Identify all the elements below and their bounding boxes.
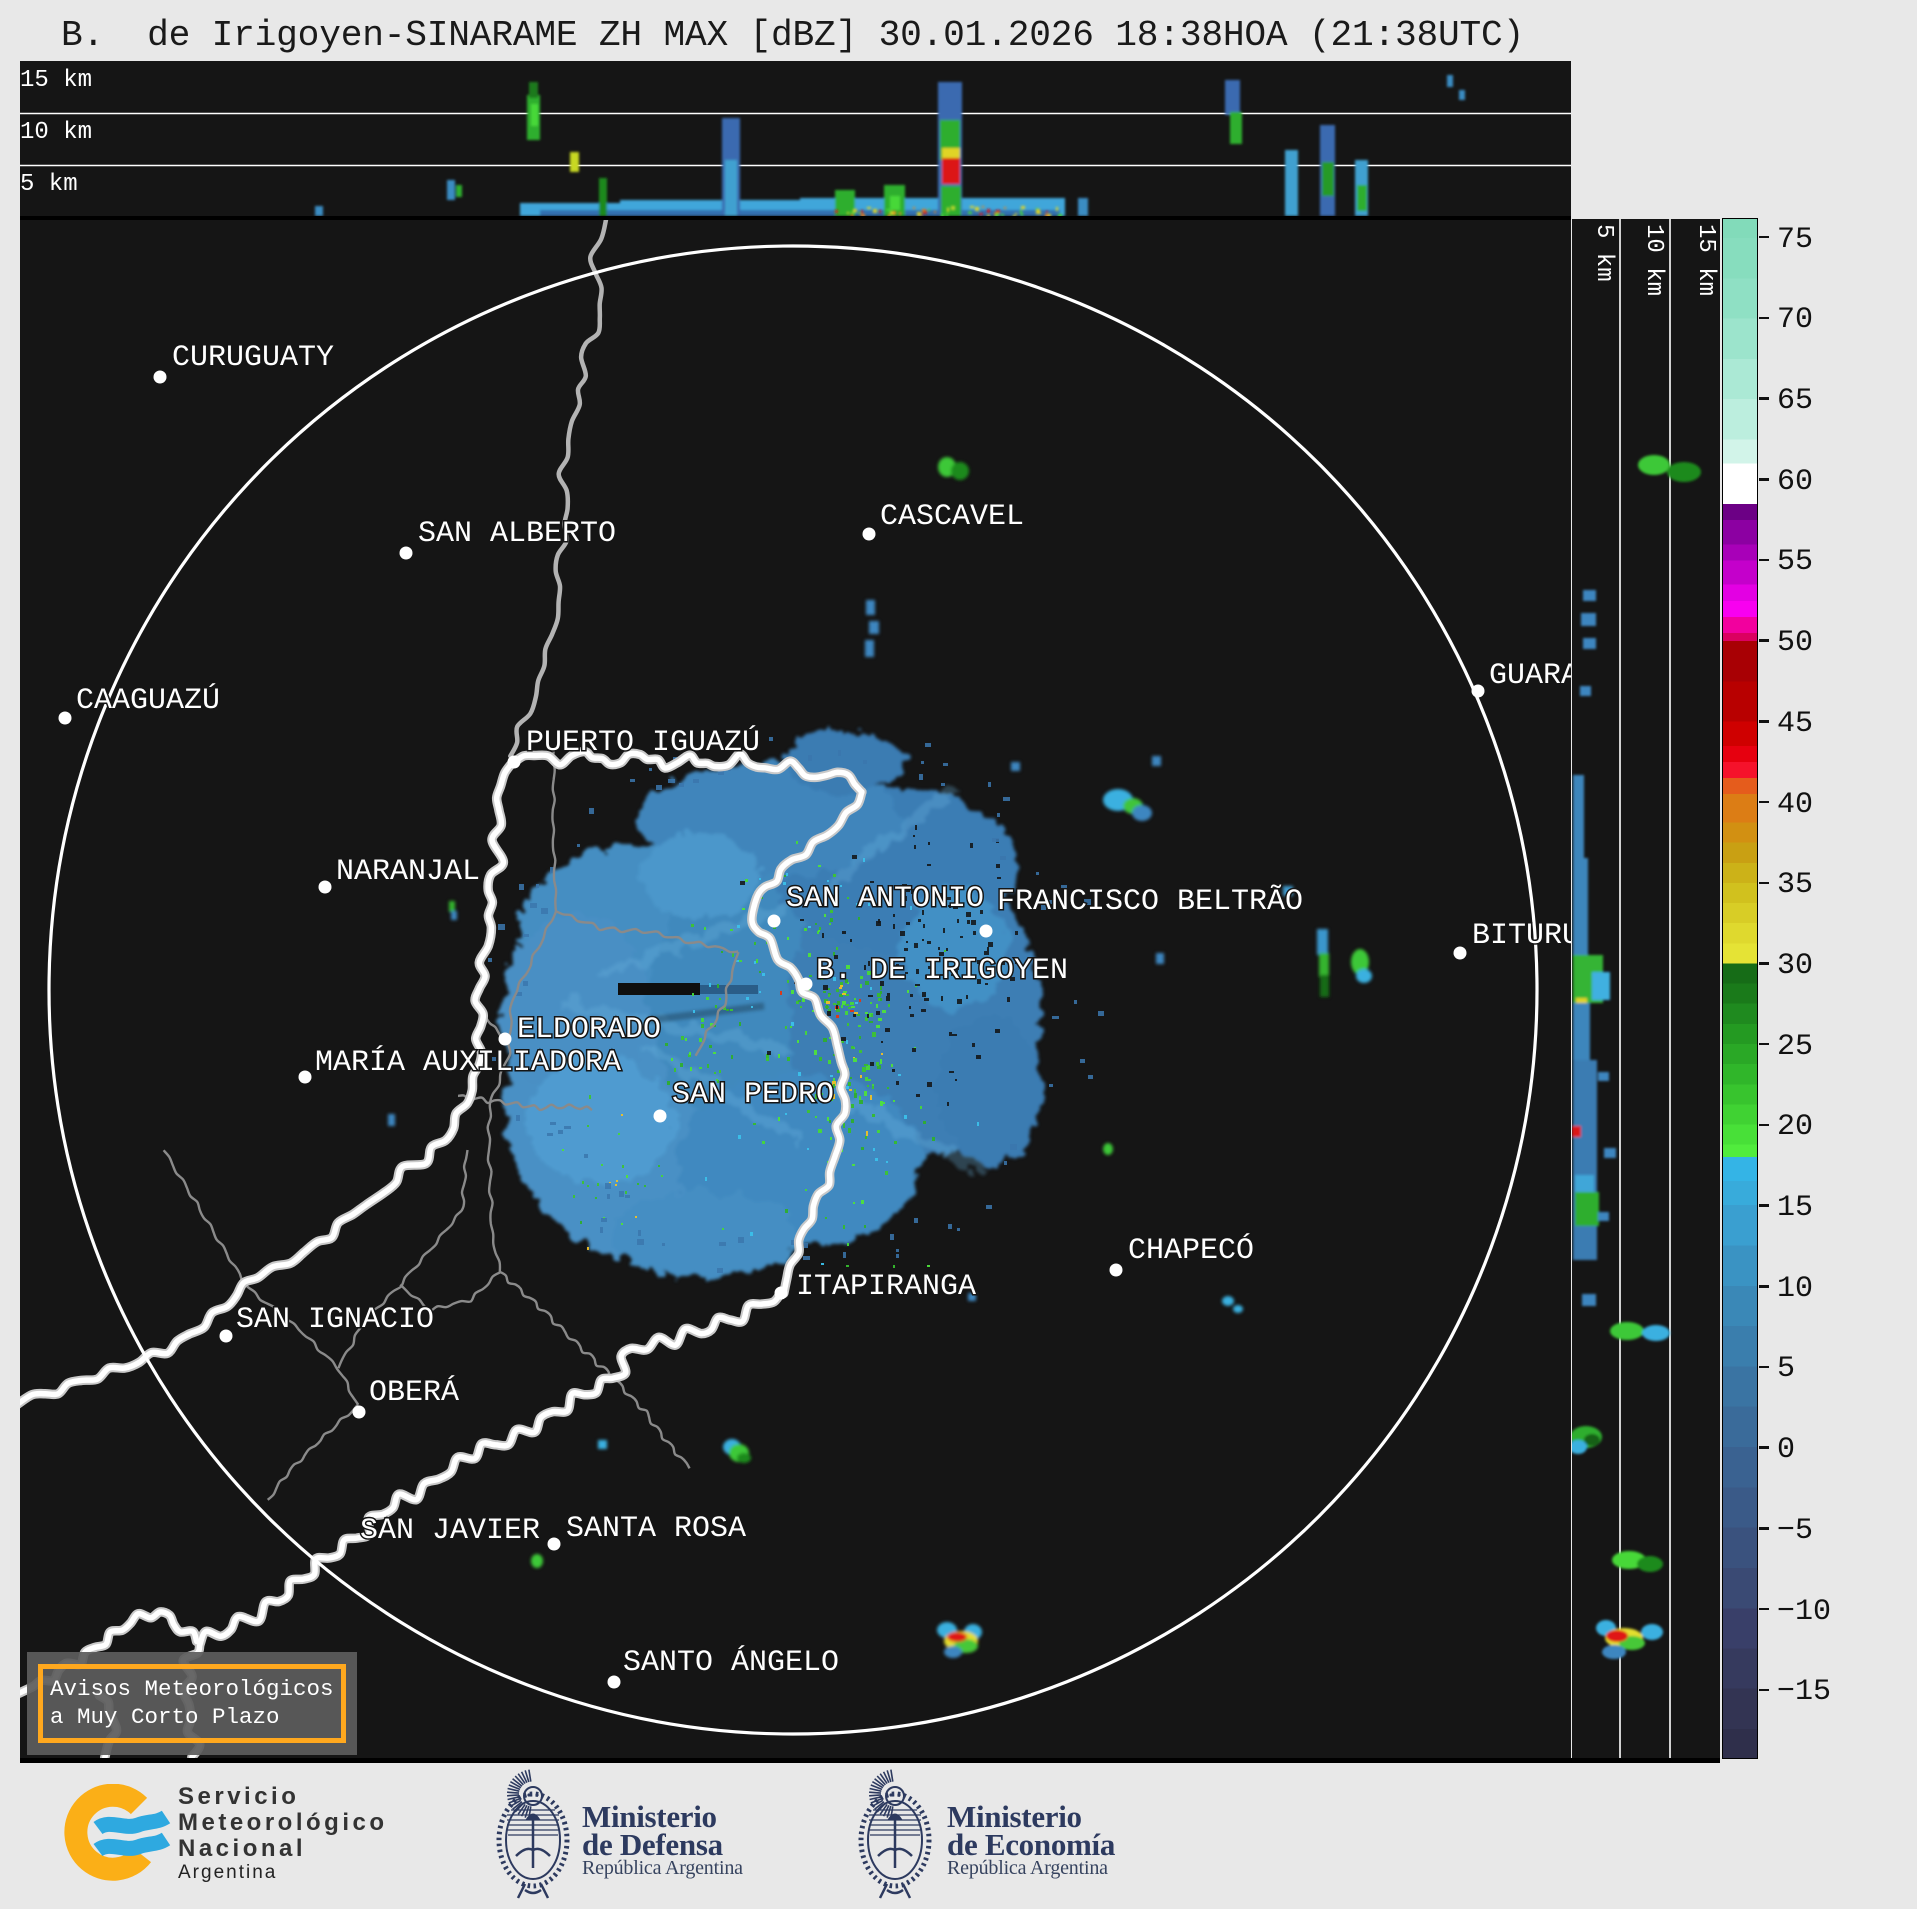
svg-text:BITURUNA: BITURUNA	[1472, 919, 1571, 953]
svg-text:CASCAVEL: CASCAVEL	[880, 500, 1024, 534]
svg-text:10 km: 10 km	[1640, 224, 1667, 296]
svg-text:15 km: 15 km	[1692, 224, 1719, 296]
svg-text:SANTA ROSA: SANTA ROSA	[566, 1512, 746, 1546]
svg-text:CAAGUAZÚ: CAAGUAZÚ	[76, 683, 220, 718]
svg-text:GUARANIAÇU: GUARANIAÇU	[1489, 659, 1571, 693]
svg-text:NARANJAL: NARANJAL	[336, 855, 480, 889]
svg-text:ELDORADO: ELDORADO	[517, 1013, 661, 1047]
svg-text:ITAPIRANGA: ITAPIRANGA	[796, 1270, 976, 1304]
svg-text:SANTO ÁNGELO: SANTO ÁNGELO	[623, 1645, 839, 1680]
svg-text:SAN ANTONIO: SAN ANTONIO	[786, 882, 984, 916]
svg-text:OBERÁ: OBERÁ	[369, 1375, 459, 1410]
svg-text:FRANCISCO BELTRÃO: FRANCISCO BELTRÃO	[997, 884, 1303, 919]
svg-text:CHAPECÓ: CHAPECÓ	[1128, 1233, 1254, 1268]
svg-text:PUERTO IGUAZÚ: PUERTO IGUAZÚ	[526, 725, 760, 760]
svg-text:5 km: 5 km	[1590, 224, 1617, 282]
svg-text:MARÍA AUXILIADORA: MARÍA AUXILIADORA	[315, 1045, 621, 1080]
svg-text:SAN PEDRO: SAN PEDRO	[672, 1078, 834, 1112]
svg-text:SAN IGNACIO: SAN IGNACIO	[236, 1303, 434, 1337]
svg-text:SAN JAVIER: SAN JAVIER	[360, 1514, 540, 1548]
svg-text:CURUGUATY: CURUGUATY	[172, 341, 334, 375]
svg-text:B. DE IRIGOYEN: B. DE IRIGOYEN	[816, 954, 1068, 988]
svg-text:SAN ALBERTO: SAN ALBERTO	[418, 517, 616, 551]
